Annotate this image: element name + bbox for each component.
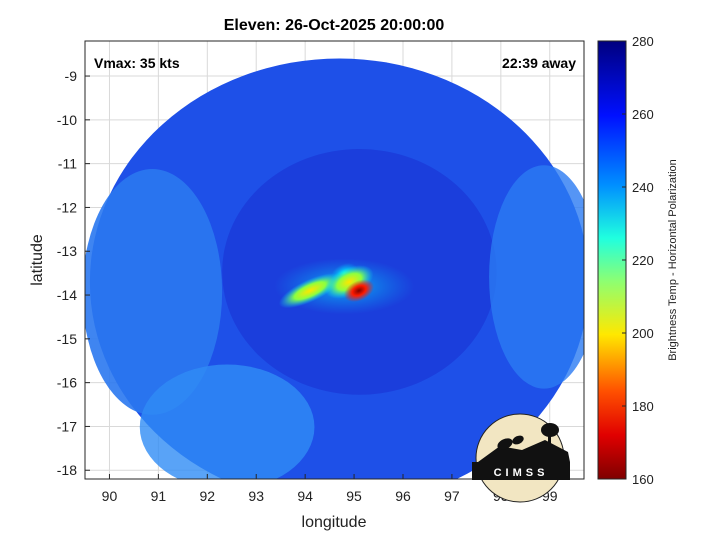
time-away-annotation: 22:39 away — [502, 55, 576, 71]
y-tick-label: -12 — [57, 199, 77, 215]
feature-core — [343, 279, 375, 302]
logo-text: CIMSS — [494, 467, 549, 479]
storm-features — [274, 258, 415, 315]
colorbar-tick-label: 240 — [632, 180, 654, 195]
x-tick-label: 91 — [151, 488, 167, 504]
colorbar-label: Brightness Temp - Horizontal Polarizatio… — [667, 159, 679, 361]
swath-southwest-region — [139, 364, 315, 479]
x-axis-label: longitude — [302, 514, 367, 531]
colorbar — [597, 40, 627, 480]
colorbar-tick-label: 160 — [632, 472, 654, 487]
axis-ticks: 90919293949596979899-9-10-11-12-13-14-15… — [57, 68, 558, 504]
y-tick-label: -9 — [65, 68, 78, 84]
y-axis-label: latitude — [29, 234, 46, 286]
x-tick-label: 95 — [346, 488, 362, 504]
colorbar-ticks: 280 260 240 220 200 180 160 — [622, 34, 654, 487]
chart-title: Eleven: 26-Oct-2025 20:00:00 — [224, 17, 445, 34]
swath-western-region — [85, 169, 223, 415]
axes-frame — [84, 40, 585, 480]
colorbar-tick-label: 200 — [632, 326, 654, 341]
swath-eastern-region — [489, 165, 584, 389]
y-tick-label: -18 — [57, 462, 77, 478]
y-tick-label: -14 — [57, 287, 77, 303]
colorbar-tick-label: 260 — [632, 107, 654, 122]
y-tick-label: -10 — [57, 112, 77, 128]
brightness-temperature-swath — [85, 58, 584, 479]
feature-western-band — [278, 273, 342, 309]
colorbar-tick-label: 180 — [632, 399, 654, 414]
x-tick-label: 94 — [297, 488, 313, 504]
cimss-logo: CIMSS — [472, 413, 570, 503]
y-tick-label: -15 — [57, 331, 77, 347]
x-tick-label: 90 — [102, 488, 118, 504]
x-tick-label: 96 — [395, 488, 411, 504]
y-tick-label: -16 — [57, 375, 77, 391]
x-tick-label: 92 — [200, 488, 216, 504]
y-tick-label: -17 — [57, 418, 77, 434]
vmax-annotation: Vmax: 35 kts — [94, 55, 180, 71]
colorbar-tick-label: 280 — [632, 34, 654, 49]
x-tick-label: 97 — [444, 488, 460, 504]
y-tick-label: -11 — [58, 156, 77, 172]
y-tick-label: -13 — [57, 243, 77, 259]
x-tick-label: 93 — [248, 488, 264, 504]
colorbar-tick-label: 220 — [632, 253, 654, 268]
